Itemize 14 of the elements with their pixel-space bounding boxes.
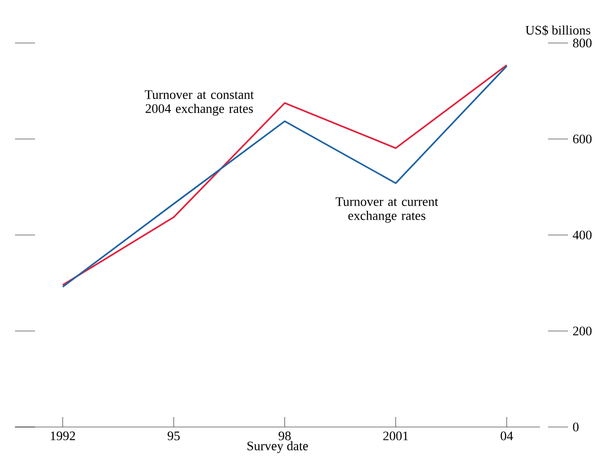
x-tick-label: 95 xyxy=(168,432,180,440)
y-tick-label: 400 xyxy=(572,230,592,240)
y-tick-label: 800 xyxy=(573,38,592,48)
y-tick-label: 200 xyxy=(573,326,592,336)
x-tick-label: 04 xyxy=(500,432,514,440)
x-tick-label: 98 xyxy=(278,432,291,440)
y-tick-label: 0 xyxy=(573,422,579,432)
x-axis-title: Survey date xyxy=(248,441,308,453)
y-axis-title: US$ billions xyxy=(526,25,590,36)
series-label: Turnover at constant 2004 exchange rates xyxy=(144,90,254,116)
text: Turnover at current exchange rates xyxy=(336,197,438,223)
x-tick-label: 2001 xyxy=(383,432,408,440)
x-tick-label: 1992 xyxy=(50,432,76,440)
y-tick-label: 600 xyxy=(573,134,592,144)
